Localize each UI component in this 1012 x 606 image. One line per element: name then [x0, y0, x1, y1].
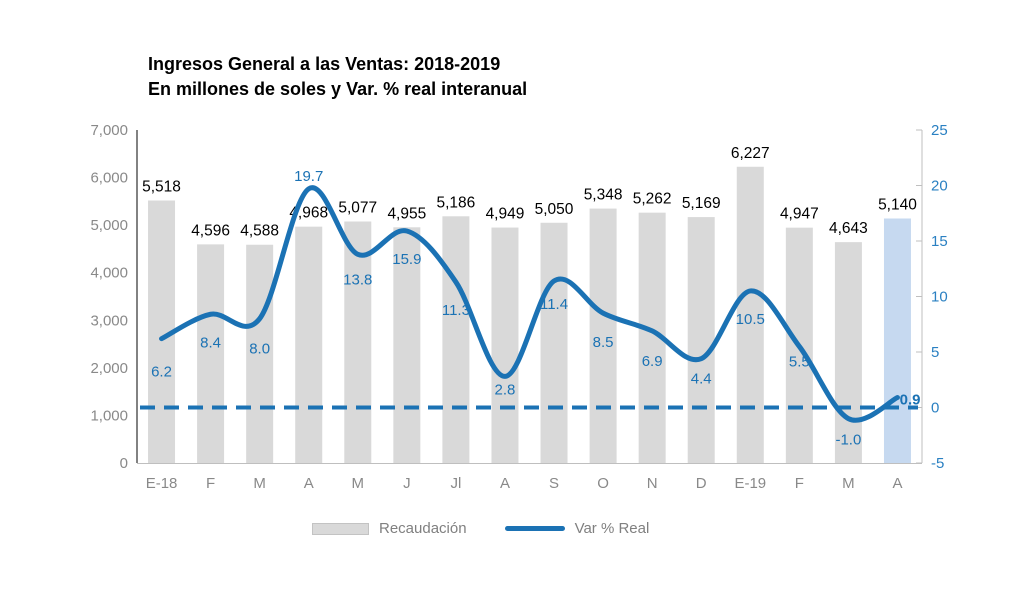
- x-axis-label: M: [352, 475, 365, 492]
- left-axis-tick-label: 0: [120, 455, 128, 472]
- line-value-label: 5.5: [789, 353, 810, 370]
- line-value-label: 19.7: [294, 168, 323, 185]
- bar-value-label: 5,518: [142, 179, 181, 196]
- line-value-label: 11.4: [540, 296, 568, 313]
- line-value-label: 0.9: [900, 392, 921, 409]
- right-axis-tick-label: 20: [931, 178, 948, 195]
- bar-value-label: 4,955: [387, 205, 426, 222]
- chart-legend: Recaudación Var % Real: [312, 520, 649, 537]
- line-value-label: 6.9: [642, 353, 663, 370]
- x-axis-label: D: [696, 475, 707, 492]
- left-axis-tick-label: 7,000: [90, 122, 128, 139]
- x-axis-label: A: [500, 475, 510, 492]
- x-axis-label: J: [403, 475, 411, 492]
- bar: [246, 244, 274, 463]
- x-axis-label: E-19: [734, 475, 766, 492]
- bar-value-label: 4,643: [829, 220, 868, 237]
- line-value-label: 8.4: [200, 334, 221, 351]
- right-axis-tick-label: -5: [931, 455, 944, 472]
- legend-label-recaudacion: Recaudación: [379, 520, 467, 537]
- line-value-label: 8.5: [593, 334, 614, 351]
- x-axis-label: O: [597, 475, 609, 492]
- x-axis-label: A: [304, 475, 314, 492]
- x-axis-label: A: [892, 475, 902, 492]
- line-value-label: 8.0: [249, 341, 270, 358]
- x-axis-label: F: [795, 475, 804, 492]
- bar-highlighted: [883, 218, 911, 463]
- bar-value-label: 5,348: [584, 187, 623, 204]
- line-value-label: 13.8: [343, 271, 372, 288]
- bar: [834, 242, 862, 463]
- bar: [491, 227, 519, 463]
- chart-title: Ingresos General a las Ventas: 2018-2019: [148, 54, 501, 74]
- right-axis-tick-label: 0: [931, 400, 939, 417]
- x-axis-label: M: [253, 475, 266, 492]
- var-line: [159, 185, 900, 423]
- line-value-label: 11.3: [442, 302, 470, 319]
- bar-value-label: 4,596: [191, 222, 230, 239]
- x-axis-label: N: [647, 475, 658, 492]
- right-axis-tick-label: 5: [931, 344, 939, 361]
- bar-value-label: 5,186: [437, 194, 476, 211]
- bar: [589, 208, 617, 463]
- legend-item-recaudacion: Recaudación: [312, 520, 467, 537]
- left-axis-tick-label: 5,000: [90, 217, 128, 234]
- bar-value-label: 5,169: [682, 195, 721, 212]
- bar: [295, 226, 323, 463]
- left-axis-tick-label: 4,000: [90, 265, 128, 282]
- line-swatch-icon: [504, 526, 565, 531]
- bar-swatch-icon: [312, 522, 369, 535]
- bar-value-label: 5,077: [338, 199, 377, 216]
- x-axis-label: Jl: [450, 475, 461, 492]
- right-axis-tick-label: 25: [931, 122, 948, 139]
- right-axis-tick-label: 15: [931, 233, 948, 250]
- line-value-label: 4.4: [691, 371, 712, 388]
- legend-label-var-real: Var % Real: [574, 520, 650, 537]
- bar-value-label: 5,140: [878, 196, 917, 213]
- right-axis-tick-label: 10: [931, 289, 948, 306]
- bar-value-label: 5,050: [535, 201, 574, 218]
- x-axis-label: E-18: [146, 475, 178, 492]
- line-value-label: 10.5: [736, 311, 765, 328]
- line-value-label: 2.8: [495, 381, 516, 398]
- bar-value-label: 4,949: [486, 206, 525, 223]
- x-axis-label: S: [549, 475, 559, 492]
- bar: [197, 244, 225, 463]
- chart-title-block: Ingresos General a las Ventas: 2018-2019…: [148, 52, 527, 102]
- bar: [344, 221, 372, 463]
- bar-value-label: 4,588: [240, 223, 279, 240]
- bar: [442, 216, 470, 463]
- left-axis-tick-label: 2,000: [90, 360, 128, 377]
- line-value-label: 6.2: [151, 364, 172, 381]
- bar: [736, 166, 764, 464]
- chart-subtitle: En millones de soles y Var. % real inter…: [148, 79, 528, 99]
- line-value-label: 15.9: [392, 251, 421, 268]
- bar: [540, 222, 568, 463]
- left-axis-tick-label: 3,000: [90, 312, 128, 329]
- bar-value-label: 5,262: [633, 191, 672, 208]
- left-axis-tick-label: 1,000: [90, 407, 128, 424]
- bar-value-label: 6,227: [731, 145, 770, 162]
- x-axis-label: F: [206, 475, 215, 492]
- bar: [393, 227, 421, 463]
- legend-item-var-real: Var % Real: [504, 520, 650, 537]
- bar: [687, 217, 715, 463]
- bar-value-label: 4,947: [780, 206, 819, 223]
- left-axis-tick-label: 6,000: [90, 170, 128, 187]
- line-value-label: -1.0: [835, 432, 861, 449]
- x-axis-label: M: [842, 475, 855, 492]
